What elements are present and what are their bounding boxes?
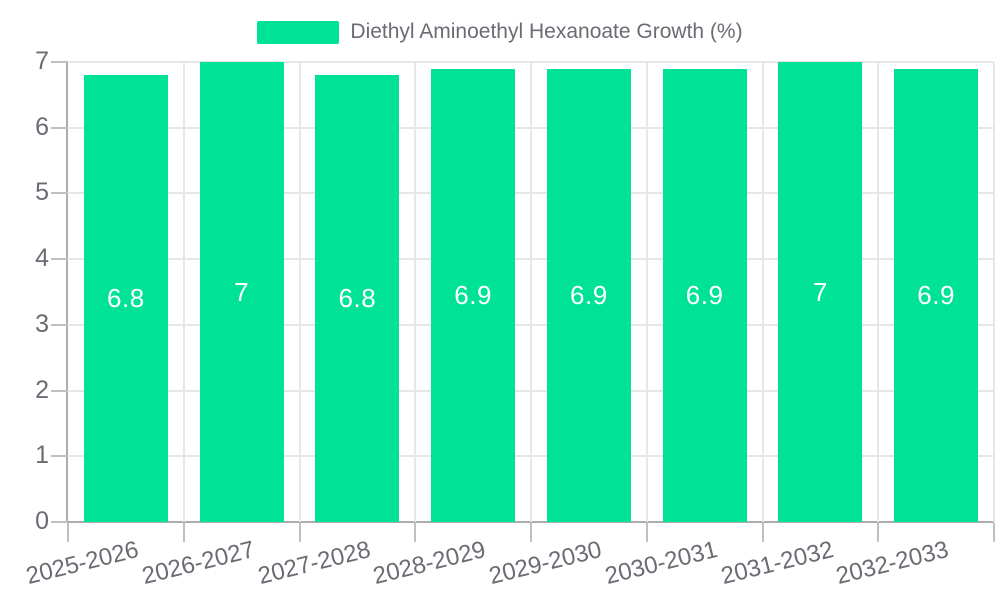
legend[interactable]: Diethyl Aminoethyl Hexanoate Growth (%) bbox=[0, 18, 1000, 46]
x-tick bbox=[67, 523, 69, 542]
bar-value-label: 6.8 bbox=[107, 283, 145, 314]
y-tick bbox=[51, 455, 68, 458]
bar: 6.9 bbox=[894, 68, 979, 522]
x-tick-label: 2026-2027 bbox=[139, 536, 258, 590]
x-tick bbox=[182, 523, 185, 542]
x-tick bbox=[761, 523, 764, 542]
x-tick-label: 2030-2031 bbox=[602, 536, 721, 590]
y-tick bbox=[51, 323, 68, 326]
bar: 7 bbox=[778, 62, 863, 522]
x-grid-line bbox=[993, 62, 995, 522]
legend-marker bbox=[257, 20, 340, 44]
bar-value-label: 7 bbox=[234, 276, 250, 307]
bar: 6.9 bbox=[431, 68, 516, 522]
bar-value-label: 7 bbox=[812, 276, 828, 307]
x-tick bbox=[877, 523, 880, 542]
y-tick-label: 1 bbox=[35, 441, 49, 470]
x-grid-line bbox=[182, 62, 185, 522]
x-tick-label: 2028-2029 bbox=[370, 536, 489, 590]
y-tick-label: 2 bbox=[35, 375, 49, 404]
y-tick bbox=[51, 521, 68, 523]
y-tick-label: 5 bbox=[35, 178, 49, 207]
bar-value-label: 6.9 bbox=[570, 279, 608, 310]
bar-value-label: 6.9 bbox=[454, 279, 492, 310]
x-grid-line bbox=[298, 62, 301, 522]
x-tick-label: 2032-2033 bbox=[833, 536, 952, 590]
x-grid-line bbox=[761, 62, 764, 522]
bar-value-label: 6.8 bbox=[338, 283, 377, 314]
plot-area: 6.8 7 6.8 6.9 6.9 6.9 7 6.9 bbox=[68, 61, 995, 522]
x-tick bbox=[645, 523, 648, 542]
y-tick-label: 6 bbox=[35, 112, 49, 141]
x-axis-line bbox=[66, 521, 994, 523]
y-tick-label: 0 bbox=[35, 507, 49, 535]
y-tick bbox=[51, 389, 68, 392]
bar-value-label: 6.9 bbox=[685, 279, 724, 310]
y-tick-label: 4 bbox=[35, 244, 49, 273]
x-grid-line bbox=[414, 62, 417, 522]
bar: 6.9 bbox=[546, 68, 631, 522]
x-tick bbox=[298, 523, 301, 542]
x-tick bbox=[993, 523, 995, 542]
y-tick bbox=[51, 258, 68, 261]
y-axis-line bbox=[66, 62, 68, 522]
x-tick-label: 2031-2032 bbox=[718, 536, 836, 590]
legend-label: Diethyl Aminoethyl Hexanoate Growth (%) bbox=[350, 20, 743, 43]
bar: 7 bbox=[199, 62, 284, 522]
x-tick bbox=[530, 523, 532, 542]
bar-value-label: 6.9 bbox=[917, 279, 955, 310]
y-tick-label: 7 bbox=[35, 47, 49, 75]
x-grid-line bbox=[645, 62, 648, 522]
bar: 6.8 bbox=[83, 75, 168, 522]
x-tick bbox=[414, 523, 417, 542]
x-tick-label: 2029-2030 bbox=[486, 536, 605, 590]
y-tick bbox=[51, 126, 68, 129]
y-tick-label: 3 bbox=[35, 309, 49, 338]
bar: 6.8 bbox=[315, 75, 400, 522]
x-grid-line bbox=[530, 62, 532, 522]
x-tick-label: 2025-2026 bbox=[23, 536, 142, 590]
y-tick bbox=[51, 61, 68, 63]
y-tick bbox=[51, 192, 68, 195]
x-tick-label: 2027-2028 bbox=[255, 536, 373, 590]
bar: 6.9 bbox=[662, 68, 747, 522]
x-grid-line bbox=[877, 62, 880, 522]
